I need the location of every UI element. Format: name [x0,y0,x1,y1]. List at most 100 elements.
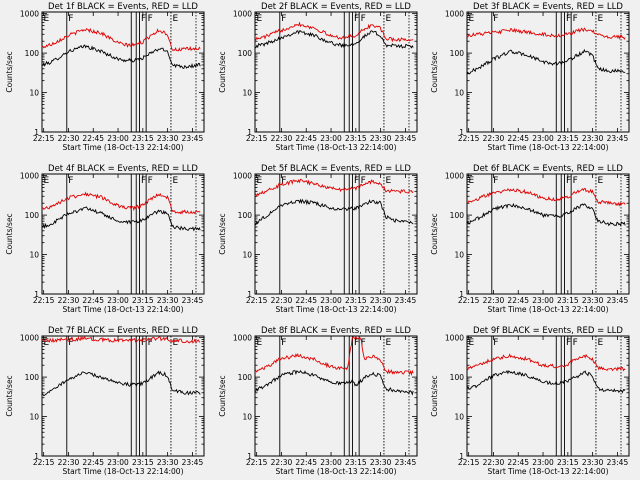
x-tick-label: 23:45 [182,134,204,143]
x-tick-label: 23:15 [132,296,154,305]
series-lld-line [41,27,201,52]
region-marker-label: E [172,14,178,24]
panel-title: Det 7f BLACK = Events, RED = LLD [48,326,198,336]
panel-det-5: Det 5f BLACK = Events, RED = LLD 1 10 100 10… [218,164,418,314]
x-axis-label: Start Time (18-Oct-13 22:14:00) [275,467,396,476]
y-tick-label: 1 [34,452,39,461]
region-marker-label: F [281,176,286,186]
plot-frame [254,173,418,295]
y-tick-label: 10 [454,251,464,260]
region-marker-label: F [361,14,366,24]
y-tick-label: 100 [25,49,40,58]
x-tick-label: 22:15 [246,458,268,467]
region-marker-label: E [469,338,475,348]
x-tick-label: 23:00 [320,458,342,467]
x-tick-label: 22:45 [295,458,317,467]
x-tick-label: 23:15 [345,458,367,467]
x-tick-label: 22:30 [483,296,505,305]
series-lld-line [254,21,414,43]
y-axis-label: Counts/sec [218,51,227,92]
region-marker-label: E [597,14,603,24]
y-tick-label: 1 [34,128,39,137]
x-tick-label: 23:45 [182,296,204,305]
series-events-line [41,44,201,69]
region-marker-label: F [493,338,498,348]
region-marker-label: E [597,338,603,348]
panel-title: Det 8f BLACK = Events, RED = LLD [261,326,411,336]
series-lld-line [466,187,626,207]
panel-title: Det 6f BLACK = Events, RED = LLD [473,164,623,174]
series-events-line [466,370,626,394]
y-axis-label: Counts/sec [430,51,439,92]
plot-frame [41,335,205,457]
y-axis-label: Counts/sec [5,375,14,416]
x-tick-label: 23:45 [395,134,417,143]
x-tick-label: 22:15 [246,296,268,305]
x-tick-label: 23:15 [345,296,367,305]
series-events-line [254,370,414,396]
x-tick-label: 22:15 [33,458,55,467]
y-tick-label: 100 [238,373,253,382]
y-tick-label: 1000 [20,334,39,343]
region-marker-label: E [44,176,50,186]
x-tick-label: 23:30 [157,296,179,305]
y-tick-label: 10 [29,413,39,422]
x-axis-label: Start Time (18-Oct-13 22:14:00) [487,305,608,314]
x-tick-label: 22:15 [246,134,268,143]
y-tick-label: 1000 [445,172,464,181]
x-tick-label: 22:30 [58,458,80,467]
region-marker-label: F [361,176,366,186]
x-tick-label: 23:00 [107,134,129,143]
panel-title: Det 3f BLACK = Events, RED = LLD [473,2,623,12]
y-axis-label: Counts/sec [5,213,14,254]
y-tick-label: 100 [25,373,40,382]
region-marker-label: F [493,14,498,24]
x-tick-label: 22:45 [507,134,529,143]
x-tick-label: 23:45 [395,296,417,305]
x-tick-label: 22:45 [295,134,317,143]
series-lld-line [41,335,201,344]
region-marker-label: F [566,176,571,186]
region-marker-label: F [573,338,578,348]
x-tick-label: 22:15 [458,296,480,305]
region-marker-label: E [44,338,50,348]
region-marker-label: E [469,176,475,186]
y-axis-label: Counts/sec [430,375,439,416]
x-tick-label: 23:45 [395,458,417,467]
y-tick-label: 100 [450,211,465,220]
y-tick-label: 1 [459,290,464,299]
x-tick-label: 23:45 [607,458,629,467]
panel-title: Det 5f BLACK = Events, RED = LLD [261,164,411,174]
x-tick-label: 23:00 [107,458,129,467]
region-marker-label: E [44,14,50,24]
x-tick-label: 23:00 [320,296,342,305]
x-tick-label: 22:30 [58,134,80,143]
x-tick-label: 22:30 [483,134,505,143]
y-tick-label: 1000 [20,172,39,181]
x-tick-label: 23:00 [320,134,342,143]
x-tick-label: 23:30 [582,296,604,305]
region-marker-label: E [257,338,263,348]
region-marker-label: E [597,176,603,186]
y-tick-label: 1 [34,290,39,299]
plot-frame [466,11,630,133]
y-tick-label: 1000 [233,172,252,181]
series-lld-line [254,335,414,376]
x-tick-label: 22:45 [507,458,529,467]
x-tick-label: 22:45 [82,296,104,305]
y-axis-label: Counts/sec [218,213,227,254]
x-tick-label: 23:15 [557,296,579,305]
x-tick-label: 23:15 [557,134,579,143]
y-axis-label: Counts/sec [430,213,439,254]
x-tick-label: 23:30 [157,134,179,143]
panel-det-6: Det 6f BLACK = Events, RED = LLD 1 10 100 10… [430,164,630,314]
region-marker-label: F [148,14,153,24]
plot-frame [41,173,205,295]
series-events-line [466,202,626,227]
region-marker-label: F [141,176,146,186]
x-tick-label: 23:00 [532,458,554,467]
region-marker-label: E [172,176,178,186]
x-tick-label: 23:30 [582,458,604,467]
region-marker-label: E [385,14,391,24]
